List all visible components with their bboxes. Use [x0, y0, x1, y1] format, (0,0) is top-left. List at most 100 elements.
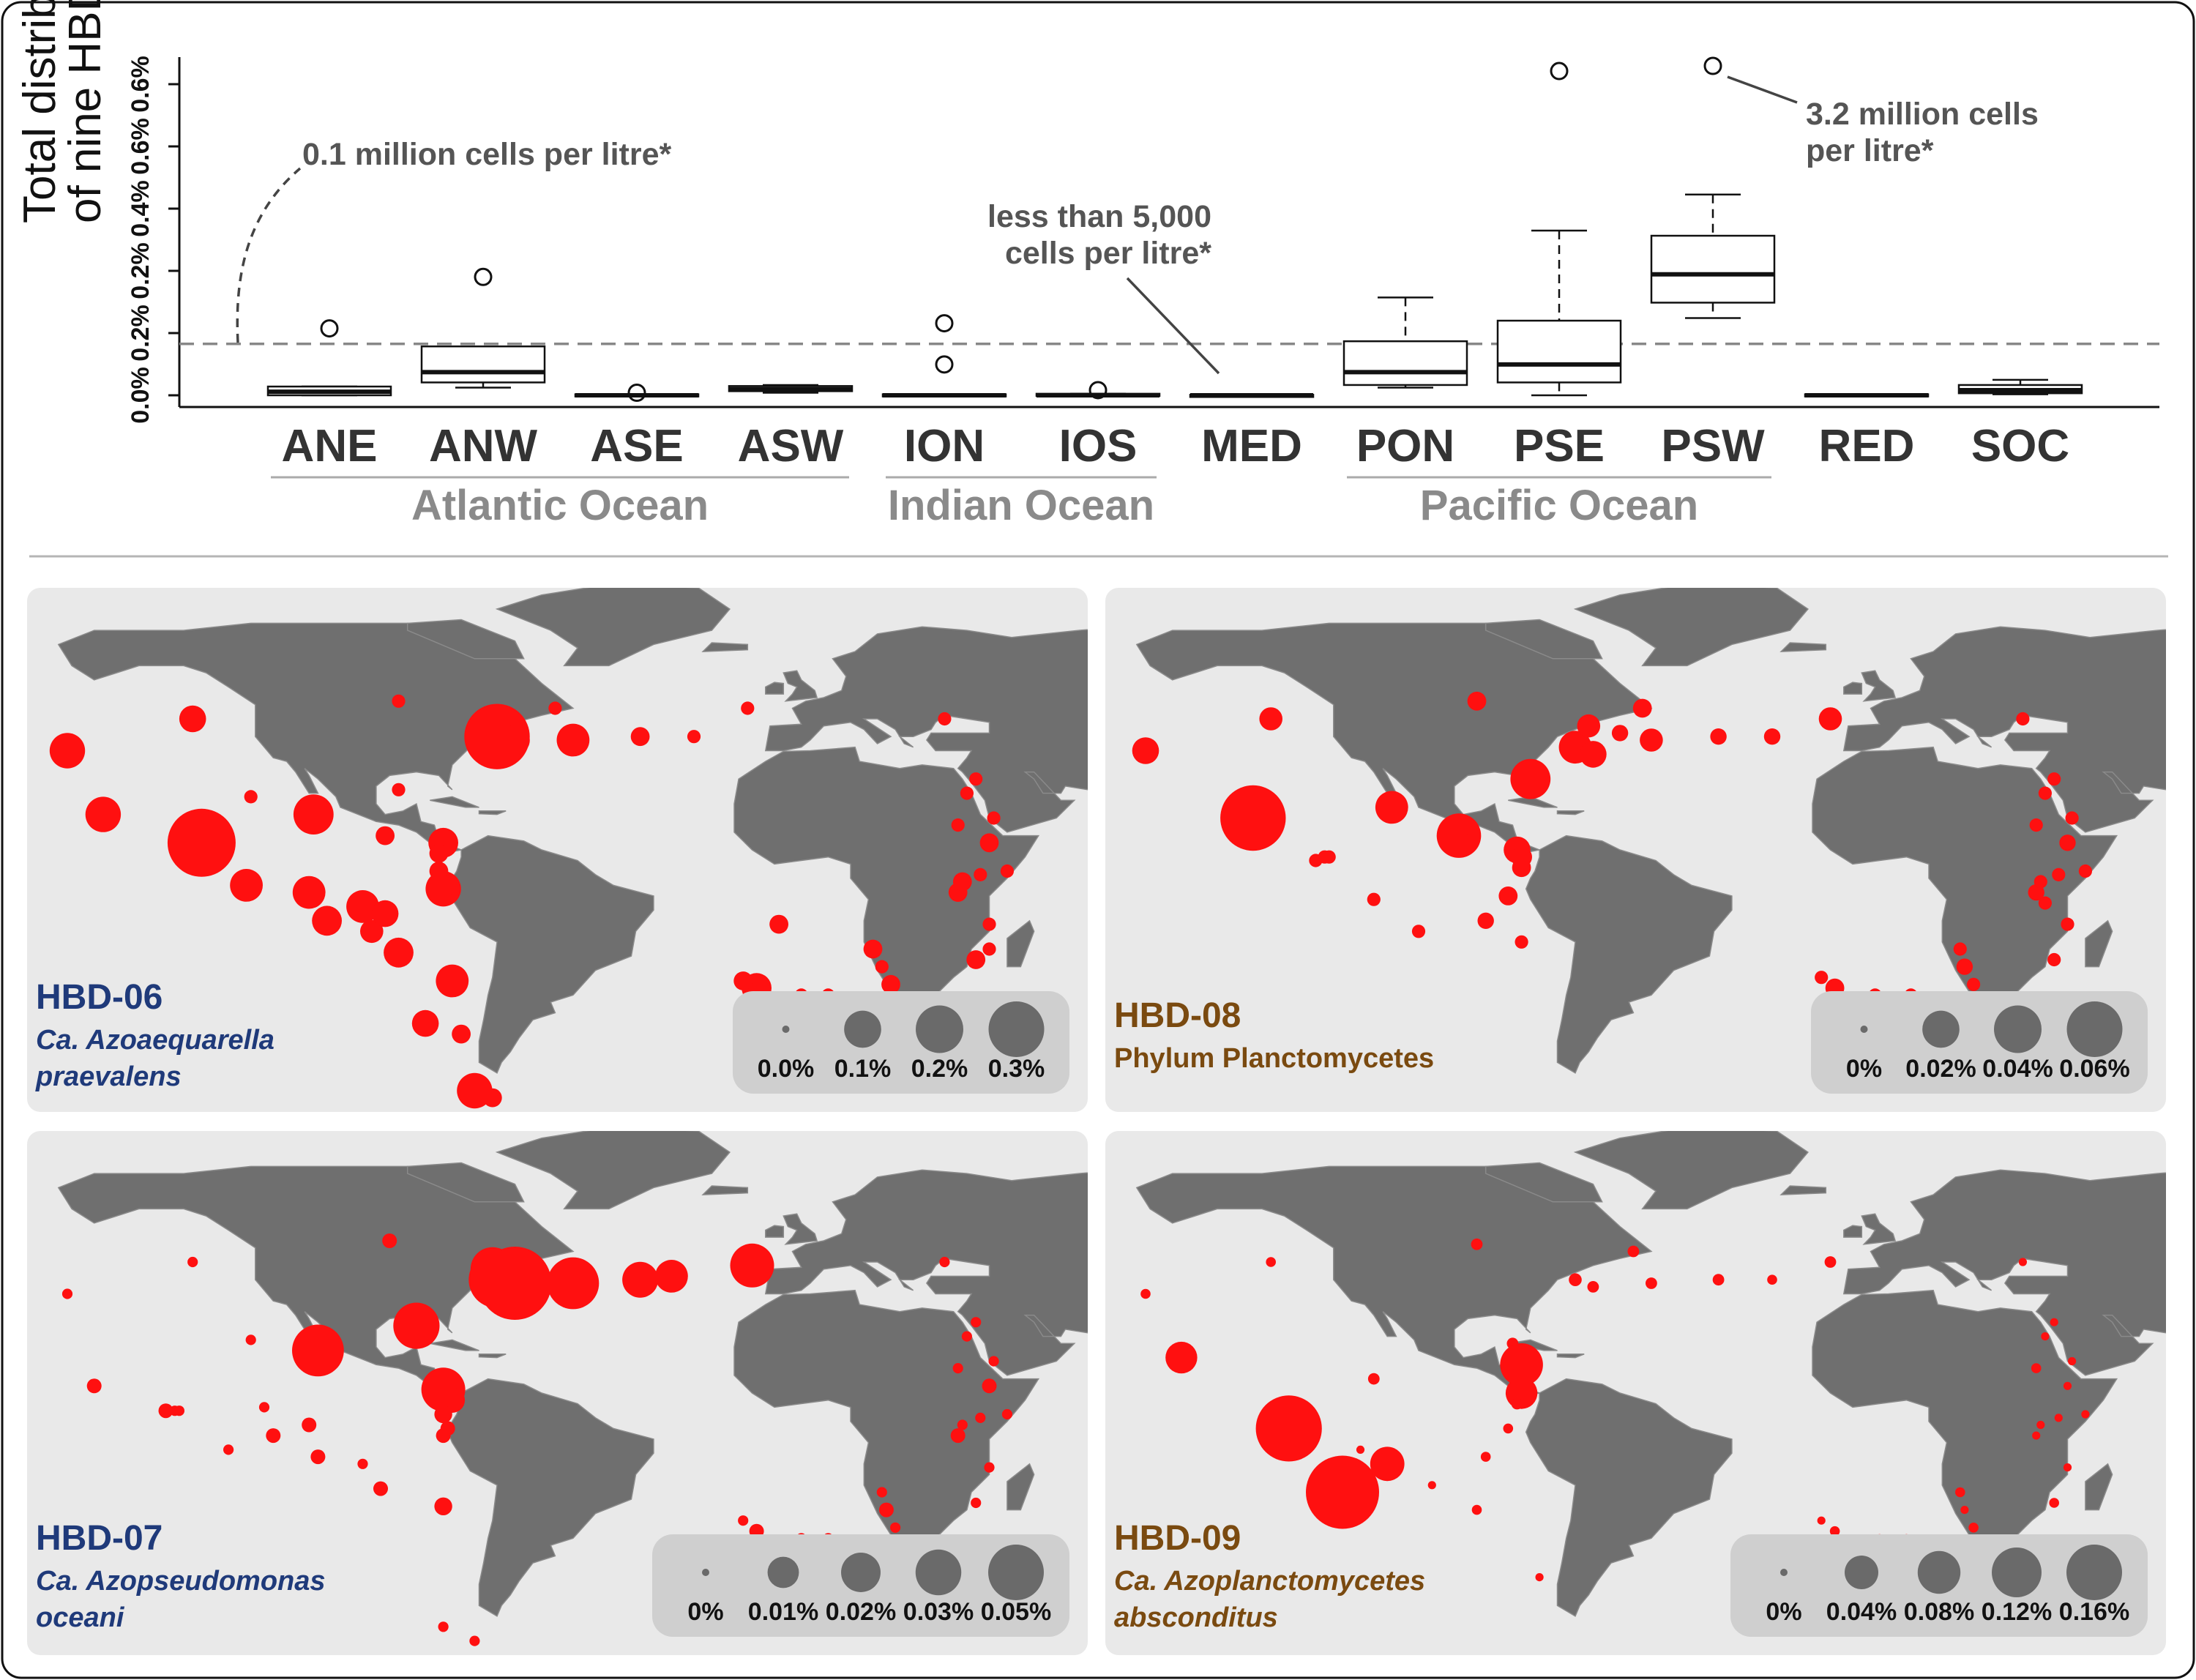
station-bubble [2038, 786, 2052, 800]
station-bubble [1165, 1341, 1198, 1374]
station-bubble [1535, 1573, 1544, 1582]
psw-annotation-line-2: per litre* [1806, 133, 1934, 168]
y-tick-label: 0.6% [127, 56, 154, 113]
legend-circle [916, 1005, 963, 1053]
station-bubble [2052, 867, 2066, 881]
legend-circle [844, 1010, 881, 1048]
station-bubble [1367, 892, 1381, 906]
land-ireland [1843, 1225, 1863, 1238]
outlier-point [1088, 381, 1108, 400]
station-bubble [312, 906, 342, 936]
panel-title: HBD-06 [36, 978, 163, 1017]
station-bubble [1580, 741, 1607, 768]
legend-circle [767, 1556, 799, 1588]
station-bubble [158, 1403, 173, 1419]
station-bubble [1627, 1245, 1640, 1258]
station-bubble [258, 1402, 270, 1413]
station-bubble [2016, 712, 2030, 726]
land-ireland [765, 682, 785, 695]
station-bubble [878, 1502, 894, 1517]
outlier-point [1703, 56, 1722, 75]
station-bubble [482, 1088, 502, 1108]
legend-circle [915, 1549, 962, 1596]
station-bubble [982, 942, 996, 956]
land-iceland [1779, 642, 1827, 652]
station-bubble [2061, 917, 2074, 931]
station-bubble [1817, 1516, 1826, 1525]
outlier-point [474, 267, 493, 286]
station-bubble [85, 796, 122, 832]
station-bubble [293, 794, 334, 835]
station-bubble [1712, 1274, 1725, 1286]
station-bubble [1515, 935, 1528, 949]
station-bubble [975, 1412, 986, 1423]
station-bubble [2065, 811, 2079, 825]
panel-title: HBD-08 [1114, 996, 1241, 1035]
station-bubble [2059, 835, 2076, 851]
land-baffin [1484, 619, 1603, 660]
station-bubble [393, 1302, 440, 1349]
station-bubble [266, 1428, 281, 1444]
station-bubble [687, 730, 701, 744]
station-bubble [292, 1324, 344, 1377]
station-bubble [1611, 725, 1629, 742]
station-bubble [2033, 875, 2047, 889]
station-bubble [982, 1378, 997, 1394]
legend-circle [1992, 1548, 2042, 1597]
station-bubble [438, 1621, 449, 1632]
station-bubble [966, 950, 986, 969]
station-bubble [984, 1462, 995, 1473]
boxplot-panel: Total distribution of nine HBDs (%) 0.0%… [15, 0, 2159, 529]
panel-subtitle-line-1: Ca. Azopseudomonas [36, 1566, 326, 1597]
station-bubble [230, 869, 263, 902]
legend-box [1811, 991, 2148, 1094]
legend-circle [841, 1553, 881, 1592]
station-bubble [1824, 1256, 1837, 1268]
station-bubble [1632, 698, 1652, 718]
station-bubble [738, 1515, 749, 1526]
land-madagascar [2085, 1463, 2113, 1511]
x-tick-label: ASE [590, 421, 683, 471]
map-panel-hbd-07: HBD-07 Ca. Azopseudomonas oceani 0% 0.01% 0.0… [27, 1131, 1088, 1655]
panel-subtitle-line-1: Phylum Planctomycetes [1114, 1043, 1434, 1074]
legend-circle [1860, 1026, 1868, 1033]
station-bubble [1467, 691, 1487, 711]
station-bubble [376, 826, 395, 845]
station-bubble [173, 1405, 184, 1416]
station-bubble [411, 1009, 439, 1037]
station-bubble [1306, 1455, 1379, 1529]
station-bubble [938, 712, 952, 726]
x-tick-label: PSW [1661, 421, 1765, 471]
station-bubble [1815, 971, 1829, 985]
station-bubble [357, 1458, 368, 1469]
legend-label: 0.02% [1905, 1055, 1976, 1083]
land-eurasia [764, 612, 1088, 851]
legend-label: 0.12% [1982, 1598, 2052, 1626]
station-bubble [438, 876, 458, 895]
legend-circle [782, 1026, 790, 1033]
panel-subtitle-line-2: absconditus [1114, 1602, 1278, 1633]
station-bubble [470, 1247, 515, 1291]
station-bubble [360, 919, 384, 944]
station-bubble [1767, 1274, 1777, 1285]
land-southamerica [447, 835, 654, 1074]
land-britain [783, 1213, 818, 1245]
station-bubble [547, 1257, 600, 1310]
station-bubble [1471, 1238, 1483, 1250]
ref-annotation-leader [236, 167, 302, 343]
station-bubble [1500, 1343, 1543, 1386]
land-britain [783, 670, 818, 702]
station-bubble [1953, 942, 1967, 956]
box-body [1496, 319, 1622, 384]
legend-label: 0.2% [911, 1055, 968, 1083]
station-bubble [392, 783, 406, 796]
legend-label: 0% [1846, 1055, 1882, 1083]
station-bubble [469, 1635, 480, 1646]
station-bubble [1510, 758, 1551, 799]
station-bubble [167, 808, 236, 877]
ref-annotation: 0.1 million cells per litre* [302, 137, 672, 172]
station-bubble [500, 725, 530, 755]
panel-title: HBD-07 [36, 1519, 163, 1558]
station-bubble [1000, 864, 1014, 878]
land-baffin [1484, 1162, 1603, 1203]
